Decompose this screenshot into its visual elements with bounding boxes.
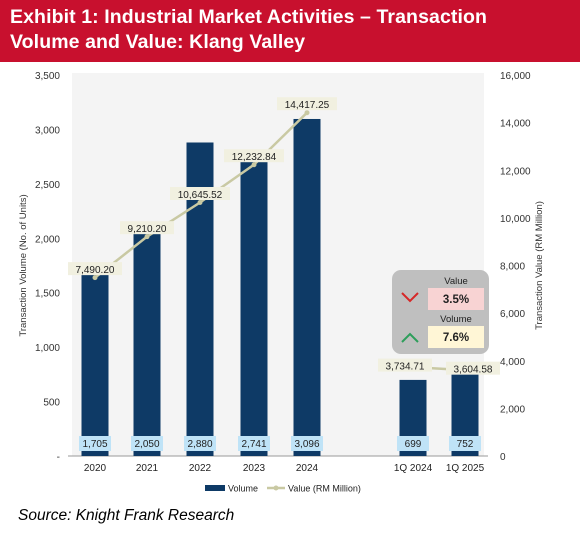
left-axis-tick-label: 2,000 xyxy=(35,234,60,245)
left-axis-tick-label: 500 xyxy=(43,398,60,409)
value-data-label: 3,604.58 xyxy=(454,365,493,376)
value-point xyxy=(197,200,203,206)
value-data-label-box xyxy=(68,262,122,276)
right-axis-tick-label: 8,000 xyxy=(500,262,525,273)
left-axis-tick-label: 3,000 xyxy=(35,125,60,136)
legend-value-marker xyxy=(273,485,279,491)
annotation-value-label: Value xyxy=(444,276,468,287)
legend-volume-label: Volume xyxy=(228,484,258,494)
volume-data-label-box xyxy=(397,436,429,451)
value-data-label-box xyxy=(170,187,230,201)
x-axis-tick-label: 2023 xyxy=(243,463,266,474)
source-note: Source: Knight Frank Research xyxy=(18,507,235,524)
volume-bar xyxy=(81,270,109,456)
volume-data-label: 3,096 xyxy=(294,439,319,450)
down-chevron-icon xyxy=(401,292,419,303)
right-axis-tick-label: 2,000 xyxy=(500,404,525,415)
right-axis-tick-label: 0 xyxy=(500,452,506,463)
volume-data-label-box xyxy=(79,436,111,451)
right-axis-tick-label: 4,000 xyxy=(500,357,525,368)
volume-data-label-box xyxy=(449,436,481,451)
right-axis-tick-label: 6,000 xyxy=(500,309,525,320)
value-data-label-box xyxy=(446,361,500,375)
exhibit-title-line2: Volume and Value: Klang Valley xyxy=(10,31,306,53)
value-data-label: 14,417.25 xyxy=(285,100,330,111)
annotation-value-change: 3.5% xyxy=(443,294,469,306)
right-axis-title: Transaction Value (RM Million) xyxy=(534,201,545,330)
value-data-label: 12,232.84 xyxy=(232,152,277,163)
annotation-value-change-box xyxy=(428,288,484,310)
volume-data-label: 752 xyxy=(457,439,474,450)
value-data-label: 3,734.71 xyxy=(386,362,425,373)
value-data-label-box xyxy=(378,358,432,372)
left-axis-tick-label: 3,500 xyxy=(35,71,60,82)
exhibit-title-line1: Exhibit 1: Industrial Market Activities … xyxy=(10,6,488,28)
volume-bar xyxy=(133,232,161,456)
volume-data-label: 699 xyxy=(405,439,422,450)
left-axis-tick-label: 1,500 xyxy=(35,289,60,300)
left-axis-tick-label: - xyxy=(57,452,60,463)
x-axis-tick-label: 1Q 2025 xyxy=(446,463,485,474)
exhibit-title: Exhibit 1: Industrial Market Activities … xyxy=(10,5,572,55)
volume-data-label: 1,705 xyxy=(82,439,107,450)
value-data-label: 9,210.20 xyxy=(128,224,167,235)
header-background xyxy=(0,0,580,62)
value-point xyxy=(251,162,257,168)
right-axis-tick-label: 14,000 xyxy=(500,119,531,130)
left-axis-tick-label: 2,500 xyxy=(35,180,60,191)
value-point xyxy=(304,110,310,116)
left-axis-tick-label: 1,000 xyxy=(35,343,60,354)
right-axis-tick-label: 16,000 xyxy=(500,71,531,82)
right-axis-tick-label: 12,000 xyxy=(500,166,531,177)
annotation-volume-change-box xyxy=(428,326,484,348)
x-axis-tick-label: 2024 xyxy=(296,463,319,474)
volume-data-label-box xyxy=(238,436,270,451)
legend-value-label: Value (RM Million) xyxy=(288,484,361,494)
value-data-label-box xyxy=(277,97,337,111)
x-axis-tick-label: 2022 xyxy=(189,463,212,474)
right-axis-tick-label: 10,000 xyxy=(500,214,531,225)
volume-data-label: 2,741 xyxy=(241,439,266,450)
value-data-label: 10,645.52 xyxy=(178,190,223,201)
volume-bar xyxy=(240,157,268,457)
volume-bar xyxy=(293,118,321,457)
x-axis-tick-label: 2020 xyxy=(84,463,107,474)
legend-volume-swatch xyxy=(205,485,225,491)
annotation-volume-label: Volume xyxy=(440,314,472,325)
volume-data-label-box xyxy=(184,436,216,451)
value-data-label: 7,490.20 xyxy=(76,265,115,276)
x-axis-tick-label: 1Q 2024 xyxy=(394,463,433,474)
up-chevron-icon xyxy=(401,332,419,343)
value-data-label-box xyxy=(120,221,174,235)
value-data-label-box xyxy=(224,149,284,163)
volume-data-label-box xyxy=(291,436,323,451)
volume-data-label: 2,880 xyxy=(187,439,212,450)
exhibit-header: Exhibit 1: Industrial Market Activities … xyxy=(0,0,580,62)
annotation-volume-change: 7.6% xyxy=(443,332,469,344)
x-axis-tick-label: 2021 xyxy=(136,463,159,474)
transaction-chart: - 500 1,000 1,500 2,000 2,500 3,000 3,500 0 2,000… xyxy=(18,71,545,494)
left-axis-title: Transaction Volume (No. of Units) xyxy=(18,194,29,336)
volume-data-label-box xyxy=(131,436,163,451)
volume-data-label: 2,050 xyxy=(134,439,159,450)
value-point xyxy=(144,234,150,240)
value-point xyxy=(92,275,98,281)
